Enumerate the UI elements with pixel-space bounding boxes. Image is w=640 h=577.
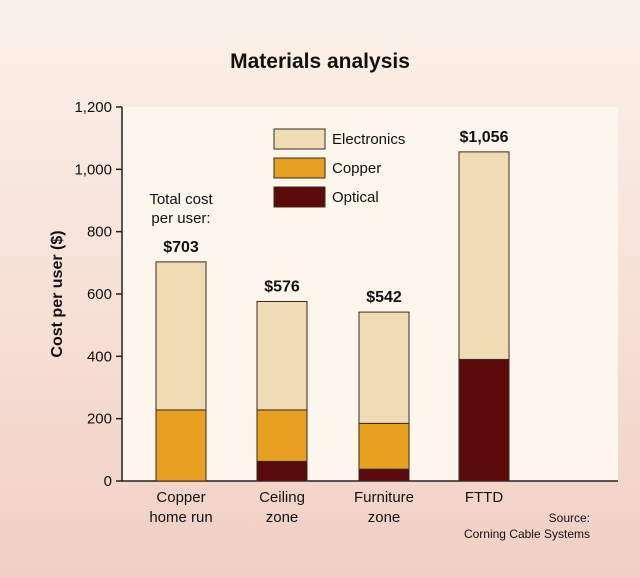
bar-segment-electronics — [458, 151, 510, 360]
bar-segment-electronics — [155, 261, 207, 411]
y-tick-label: 0 — [104, 473, 112, 490]
legend-swatch-copper — [273, 157, 326, 179]
chart-title: Materials analysis — [230, 50, 410, 73]
x-tick-label: Ceiling — [259, 489, 305, 506]
legend-label-optical: Optical — [332, 189, 379, 206]
source-value: Corning Cable Systems — [464, 527, 590, 541]
bar-segment-optical — [458, 358, 510, 482]
bar-segment-electronics — [256, 300, 308, 411]
bar-total-label: $703 — [163, 239, 199, 256]
x-tick-label: zone — [266, 509, 299, 526]
y-tick-label: 1,200 — [74, 99, 112, 116]
legend-swatch-electronics — [273, 128, 326, 150]
legend-label-copper: Copper — [332, 160, 381, 177]
bar-segment-optical — [358, 468, 410, 482]
bar-total-label: $542 — [366, 289, 402, 306]
bar-segment-copper — [358, 422, 410, 470]
y-tick-label: 1,000 — [74, 161, 112, 178]
bar-segment-copper — [155, 409, 207, 482]
x-tick-label: home run — [149, 509, 212, 526]
legend-label-electronics: Electronics — [332, 131, 405, 148]
y-tick-label: 600 — [87, 286, 112, 303]
x-tick-label: Copper — [156, 489, 205, 506]
total-cost-annotation: per user: — [151, 210, 210, 227]
bar-segment-electronics — [358, 311, 410, 424]
y-tick-label: 200 — [87, 411, 112, 428]
bar-segment-copper — [256, 409, 308, 462]
x-tick-label: FTTD — [465, 489, 503, 506]
legend-swatch-optical — [273, 186, 326, 208]
total-cost-annotation: Total cost — [149, 191, 213, 208]
y-tick-label: 800 — [87, 224, 112, 241]
bar-total-label: $1,056 — [460, 129, 509, 146]
source-label: Source: — [549, 511, 590, 525]
x-tick-label: Furniture — [354, 489, 414, 506]
y-axis-label: Cost per user ($) — [49, 230, 66, 357]
y-tick-label: 400 — [87, 348, 112, 365]
bar-total-label: $576 — [264, 278, 300, 295]
bar-segment-optical — [256, 460, 308, 482]
x-tick-label: zone — [368, 509, 401, 526]
